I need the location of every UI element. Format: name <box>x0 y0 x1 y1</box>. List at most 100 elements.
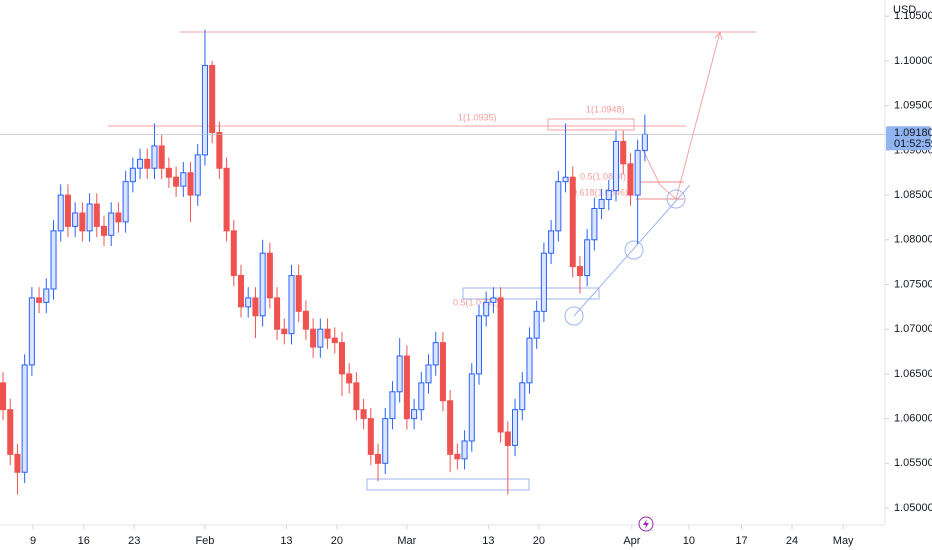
x-tick-label: 13 <box>280 535 292 547</box>
y-tick-label: 1.06000 <box>894 413 932 425</box>
candle-body <box>21 364 28 473</box>
candle-body <box>274 297 281 330</box>
x-tick-label: 10 <box>683 535 695 547</box>
candle-body <box>137 158 144 169</box>
y-tick-label: 1.05500 <box>894 457 932 469</box>
candle-body <box>209 64 216 134</box>
x-tick-label: 16 <box>78 535 90 547</box>
candle-body <box>360 409 367 420</box>
candle-body <box>526 337 533 384</box>
x-tick-label: 20 <box>331 535 343 547</box>
candle-body <box>569 176 576 268</box>
candle-body <box>403 355 410 420</box>
candle-body <box>237 275 245 308</box>
candle-body <box>411 409 418 420</box>
candle-body <box>519 382 526 411</box>
candle-body <box>36 297 43 303</box>
candle-body <box>468 373 475 442</box>
candle-body <box>353 382 360 411</box>
candle-body <box>548 230 555 254</box>
candle-body <box>418 382 425 411</box>
candle-body <box>627 163 634 196</box>
y-tick-label: 1.07000 <box>894 323 932 335</box>
candle-body <box>425 364 432 384</box>
candle-body <box>447 400 454 455</box>
x-tick-label: 24 <box>786 535 798 547</box>
x-tick-label: 20 <box>533 535 545 547</box>
candle-body <box>187 172 194 196</box>
last-price-box <box>886 126 931 151</box>
candle-body <box>497 297 504 433</box>
x-tick-label: Feb <box>195 535 214 547</box>
candle-body <box>555 181 562 232</box>
candle-body <box>281 328 288 335</box>
candle-body <box>562 176 569 183</box>
candle-body <box>144 158 151 169</box>
candle-body <box>605 190 612 201</box>
candle-body <box>504 431 511 446</box>
x-tick-label: Apr <box>623 535 640 547</box>
candle-body <box>151 145 158 169</box>
candle-body <box>641 133 648 151</box>
y-tick-label: 1.05000 <box>894 502 932 514</box>
annotation: 0.5(1.0731) <box>453 297 499 307</box>
candle-body <box>223 167 230 232</box>
x-tick-label: May <box>833 535 854 547</box>
candle-body <box>122 181 129 223</box>
icon-bolt <box>643 519 649 529</box>
x-tick-label: 23 <box>128 535 140 547</box>
candle-body <box>100 225 108 236</box>
candle-body <box>295 275 302 312</box>
candle-body <box>28 297 35 366</box>
candle-body <box>490 297 497 303</box>
candle-body <box>382 418 389 464</box>
candle-body <box>266 252 273 299</box>
drawing-box <box>366 478 530 491</box>
candle-body <box>317 328 324 348</box>
y-tick-label: 1.10500 <box>894 10 932 22</box>
currency-label: USD <box>893 4 916 16</box>
candle-body <box>86 203 93 232</box>
annotation: 1(1.0935) <box>458 112 497 122</box>
candle-body <box>483 301 490 317</box>
y-tick-label: 1.08000 <box>894 234 932 246</box>
candle-body <box>540 252 547 312</box>
candle-body <box>324 328 331 339</box>
candle-body <box>475 315 483 375</box>
arrow-head <box>714 30 723 41</box>
candle-body <box>576 266 583 277</box>
candle-body <box>180 172 187 187</box>
candle-body <box>302 310 309 330</box>
candle-body <box>432 342 439 366</box>
candle-body <box>461 440 468 460</box>
y-tick-label: 1.10000 <box>894 55 932 67</box>
y-tick-label: 1.07500 <box>894 278 932 290</box>
candle-body <box>64 194 71 227</box>
candle-body <box>396 355 403 393</box>
candle-body <box>439 342 446 402</box>
candle-body <box>158 145 165 169</box>
candle-body <box>252 297 259 317</box>
x-tick-label: Mar <box>397 535 416 547</box>
candle-body <box>259 252 266 317</box>
last-price-label: 1.09180 <box>894 127 932 139</box>
candle-body <box>129 167 136 183</box>
candle-body <box>173 176 180 187</box>
candle-body <box>165 167 172 178</box>
annotation: 0.5(1.0854) <box>580 171 626 181</box>
candle-body <box>375 453 382 464</box>
candle-body <box>620 140 627 165</box>
drawing-box <box>547 118 635 131</box>
drawing-circle <box>666 189 686 209</box>
y-tick-label: 1.08500 <box>894 189 932 201</box>
candle-body <box>50 230 57 290</box>
candle-body <box>43 288 50 303</box>
candle-body <box>72 212 79 227</box>
candle-body <box>230 230 237 277</box>
x-tick-label: 9 <box>30 535 36 547</box>
candle-body <box>634 149 641 196</box>
y-tick-label: 1.06500 <box>894 368 932 380</box>
candle-body <box>612 140 620 192</box>
candle-body <box>7 409 14 455</box>
